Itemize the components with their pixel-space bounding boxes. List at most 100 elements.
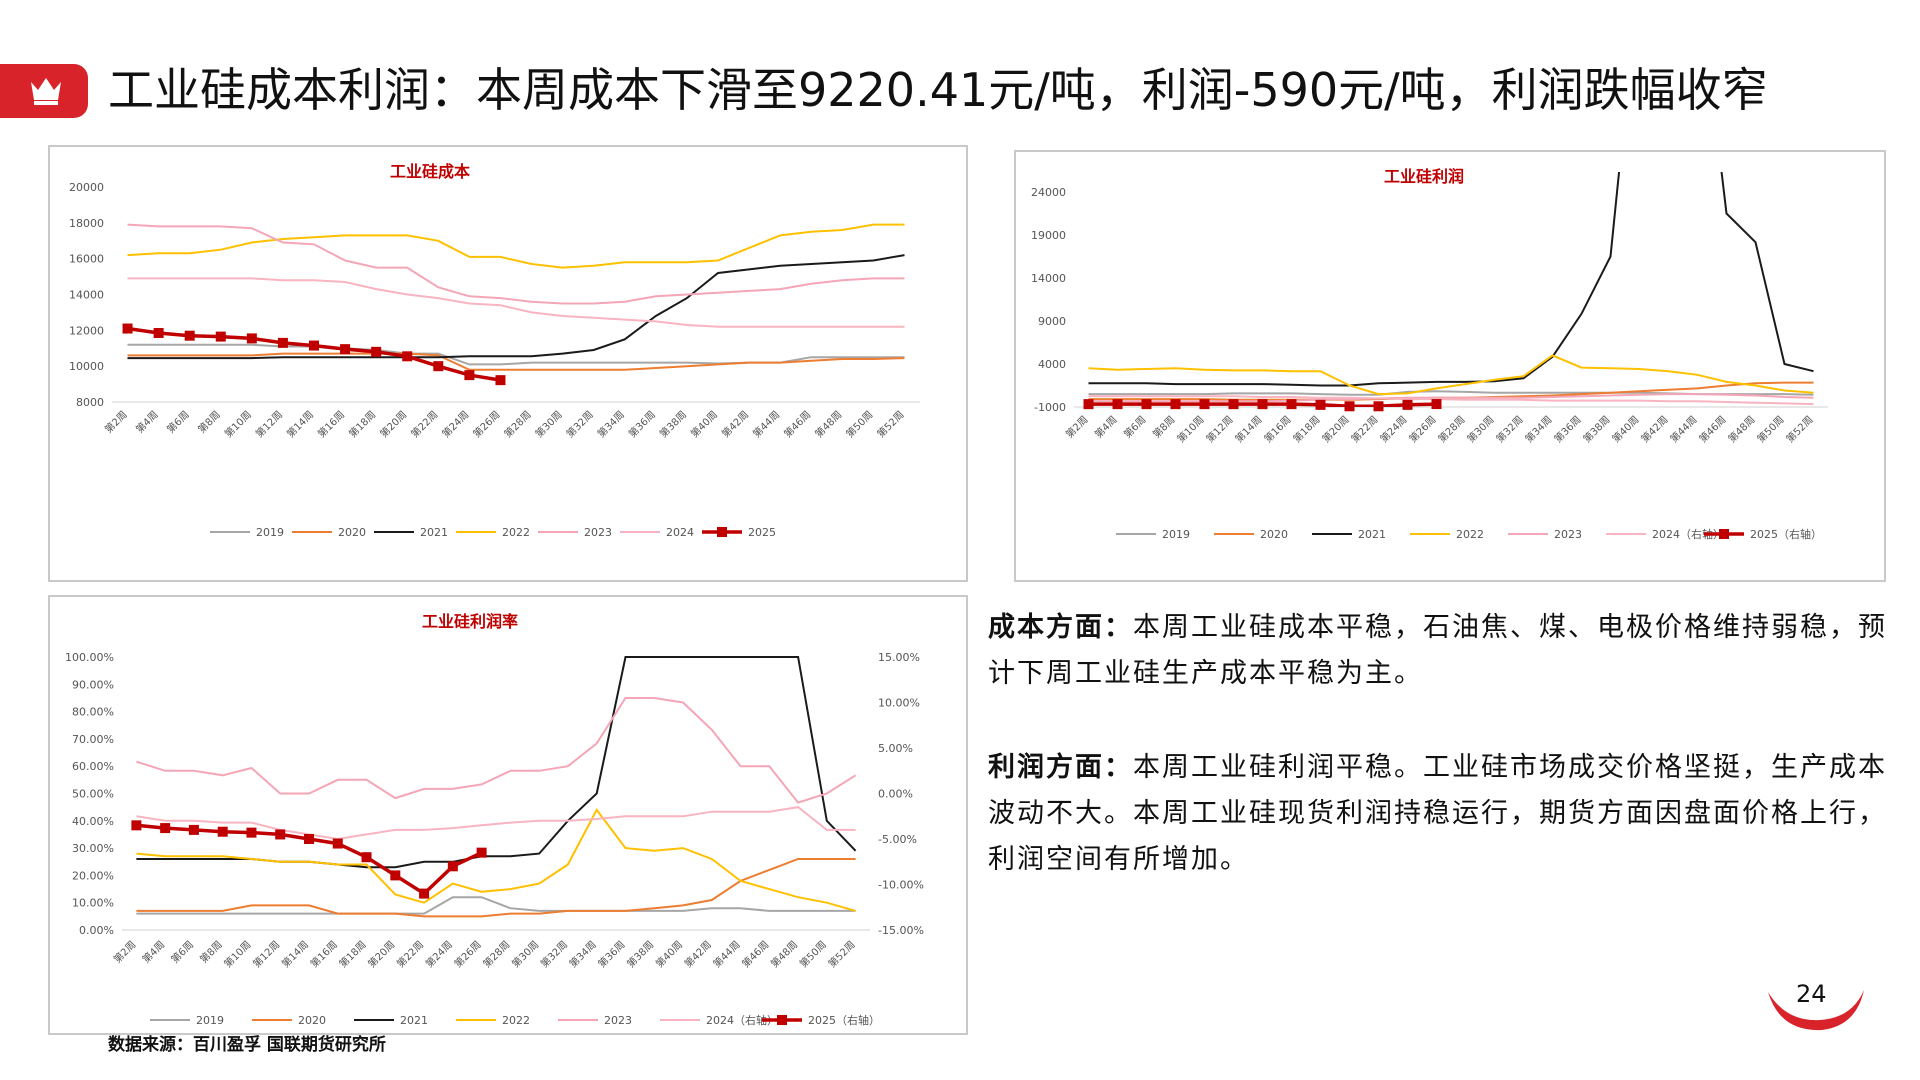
margin-point-2025 (332, 838, 343, 849)
profit-x-tick-label: 第28周 (1435, 413, 1467, 445)
profit-x-tick-label: 第34周 (1522, 413, 1554, 445)
data-source: 数据来源：百川盈孚 国联期货研究所 (108, 1035, 386, 1055)
cost-x-tick-label: 第8周 (195, 408, 223, 436)
cost-point-2025 (184, 330, 195, 341)
cost-y-tick-label: 8000 (76, 396, 104, 409)
margin-legend-marker (777, 1015, 787, 1025)
margin-x-tick-label: 第42周 (682, 938, 714, 970)
profit-legend-label: 2022 (1456, 528, 1484, 541)
margin-x-tick-label: 第4周 (139, 938, 167, 966)
cost-legend-label: 2019 (256, 526, 284, 539)
profit-legend-label: 2021 (1358, 528, 1386, 541)
cost-x-tick-label: 第6周 (164, 408, 192, 436)
cost-point-2025 (495, 375, 506, 386)
profit-x-tick-label: 第10周 (1174, 413, 1206, 445)
profit-chart-title: 工业硅利润 (1384, 167, 1464, 186)
profit-series-line-2024 (1088, 395, 1814, 406)
margin-y-tick-label: 50.00% (72, 788, 114, 801)
profit-x-tick-label: 第6周 (1121, 413, 1149, 441)
margin-y-tick-label: 0.00% (79, 924, 114, 937)
margin-y-tick-label: 80.00% (72, 706, 114, 719)
margin-legend-label: 2024（右轴） (706, 1013, 778, 1027)
margin-y-tick-label: 100.00% (65, 651, 114, 664)
profit-x-tick-label: 第16周 (1261, 413, 1293, 445)
margin-legend-label: 2020 (298, 1014, 326, 1027)
cost-y-tick-label: 18000 (69, 217, 104, 230)
cost-point-2025 (122, 323, 133, 334)
margin-y-tick-label: 30.00% (72, 842, 114, 855)
margin-x-tick-label: 第48周 (768, 938, 800, 970)
cost-chart-panel: 工业硅成本 8000 10000 12000 14000 16000 18000 20000 第… (48, 145, 968, 582)
cost-series-line-2021 (127, 254, 905, 360)
margin-y-tick-label: 70.00% (72, 733, 114, 746)
cost-y-tick-label: 20000 (69, 181, 104, 194)
cost-series-line-2023 (127, 223, 905, 305)
profit-point-2025 (1286, 399, 1297, 410)
margin-series-line-2019 (136, 896, 856, 915)
cost-point-2025 (340, 344, 351, 355)
margin-y-tick-label: 40.00% (72, 815, 114, 828)
margin-chart-panel: 工业硅利润率 0.00% 10.00% 20.00% 30.00% 40.00% 50.00… (48, 595, 968, 1035)
cost-body: 本周工业硅成本平稳，石油焦、煤、电极价格维持弱稳，预计下周工业硅生产成本平稳为主… (988, 612, 1887, 689)
cost-point-2025 (215, 331, 226, 342)
profit-point-2025 (1373, 401, 1384, 412)
cost-x-tick-label: 第30周 (532, 408, 564, 440)
profit-point-2025 (1344, 401, 1355, 412)
cost-series-line-2022 (127, 223, 905, 269)
cost-x-tick-label: 第28周 (501, 408, 533, 440)
profit-x-tick-label: 第40周 (1609, 413, 1641, 445)
margin-x-tick-label: 第14周 (279, 938, 311, 970)
margin-y2-tick-label: -10.00% (878, 879, 924, 892)
cost-y-tick-label: 12000 (69, 324, 104, 337)
cost-y-tick-label: 16000 (69, 253, 104, 266)
cost-x-tick-label: 第38周 (657, 408, 689, 440)
margin-x-tick-label: 第38周 (624, 938, 656, 970)
margin-y-tick-label: 90.00% (72, 678, 114, 691)
margin-point-2025 (419, 888, 430, 899)
margin-x-tick-label: 第10周 (221, 938, 253, 970)
profit-x-tick-label: 第32周 (1493, 413, 1525, 445)
cost-point-2025 (309, 340, 319, 351)
cost-legend-label: 2025 (748, 526, 776, 539)
cost-x-tick-label: 第12周 (253, 408, 285, 440)
cost-legend-label: 2024 (666, 526, 694, 539)
page-number-swoosh-icon (1768, 990, 1864, 1031)
profit-x-tick-label: 第52周 (1783, 413, 1815, 445)
profit-x-tick-label: 第36周 (1551, 413, 1583, 445)
cost-x-tick-label: 第22周 (408, 408, 440, 440)
profit-point-2025 (1402, 399, 1413, 410)
profit-x-tick-label: 第24周 (1377, 413, 1409, 445)
page-title: 工业硅成本利润：本周成本下滑至9220.41元/吨，利润-590元/吨，利润跌幅… (108, 63, 1768, 117)
profit-y-tick-label: 9000 (1038, 315, 1066, 328)
cost-point-2025 (153, 328, 164, 339)
profit-series-line-2021 (1088, 172, 1814, 387)
margin-point-2025 (217, 826, 228, 837)
profit-x-tick-label: 第26周 (1406, 413, 1438, 445)
profit-point-2025 (1141, 399, 1152, 410)
profit-x-tick-label: 第30周 (1464, 413, 1496, 445)
profit-legend-label: 2020 (1260, 528, 1288, 541)
profit-x-tick-label: 第8周 (1150, 413, 1178, 441)
profit-x-tick-label: 第14周 (1232, 413, 1264, 445)
cost-x-tick-label: 第18周 (346, 408, 378, 440)
profit-x-tick-label: 第22周 (1348, 413, 1380, 445)
margin-point-2025 (390, 870, 401, 881)
margin-legend-label: 2021 (400, 1014, 428, 1027)
margin-y-tick-label: 20.00% (72, 869, 114, 882)
margin-x-tick-label: 第20周 (365, 938, 397, 970)
margin-point-2025 (476, 847, 487, 858)
margin-x-tick-label: 第32周 (538, 938, 570, 970)
margin-x-tick-label: 第6周 (168, 938, 196, 966)
margin-x-tick-label: 第40周 (653, 938, 685, 970)
margin-series-line-2021 (136, 656, 857, 869)
profit-x-tick-label: 第46周 (1696, 413, 1728, 445)
cost-point-2025 (246, 333, 257, 344)
margin-series-line-2020 (136, 858, 856, 918)
profit-legend-label: 2024（右轴） (1652, 527, 1724, 541)
profit-legend-marker (1719, 529, 1729, 539)
margin-x-tick-label: 第12周 (250, 938, 282, 970)
cost-x-tick-label: 第46周 (781, 408, 813, 440)
cost-x-tick-label: 第34周 (595, 408, 627, 440)
profit-legend-label: 2019 (1162, 528, 1190, 541)
margin-x-tick-label: 第46周 (739, 938, 771, 970)
